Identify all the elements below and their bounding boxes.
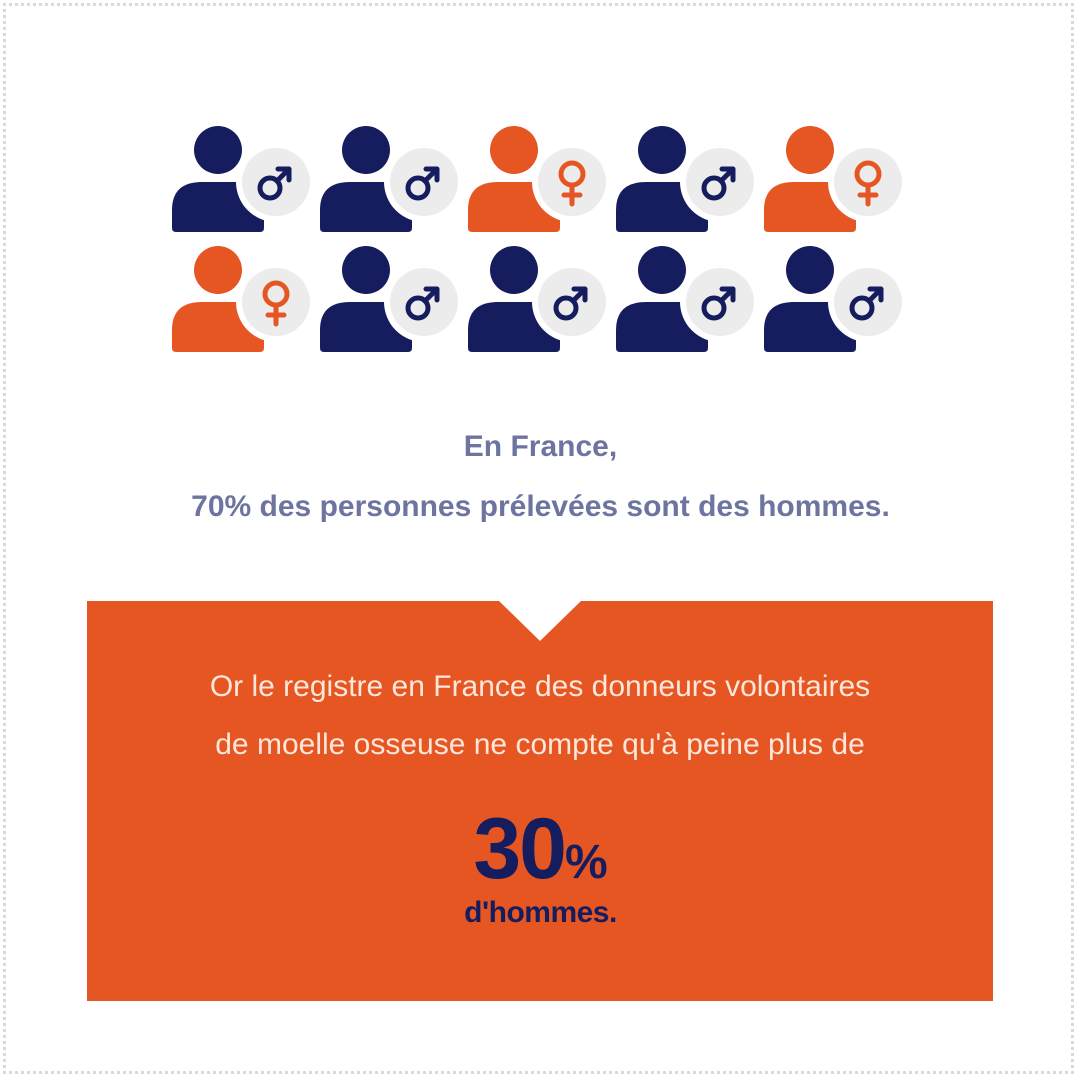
stat-unit: % [564, 836, 608, 889]
male-person-icon [172, 124, 316, 236]
female-symbol-icon [558, 160, 586, 207]
male-symbol-icon [257, 166, 292, 201]
callout-line-1: Or le registre en France des donneurs vo… [209, 670, 871, 703]
stat-number: 30 [473, 801, 567, 897]
male-person-icon [320, 244, 464, 356]
callout-notch [499, 601, 581, 641]
female-symbol-icon [262, 280, 290, 327]
female-person-icon [172, 244, 316, 356]
female-person-icon [764, 124, 908, 236]
female-symbol-icon [854, 160, 882, 207]
people-icon-grid [172, 124, 912, 356]
male-symbol-icon [405, 166, 440, 201]
male-person-icon [616, 124, 760, 236]
callout-line-2: de moelle osseuse ne compte qu'à peine p… [215, 728, 865, 761]
intro-line-1: En France, [463, 430, 618, 463]
dotted-border [3, 3, 1074, 1074]
stat-value: 30% [0, 800, 1081, 899]
male-person-icon [468, 244, 612, 356]
male-symbol-icon [405, 286, 440, 321]
male-person-icon [764, 244, 908, 356]
intro-line-2: 70% des personnes prélevées sont des hom… [191, 490, 890, 523]
female-person-icon [468, 124, 612, 236]
callout-box [87, 601, 993, 1001]
male-symbol-icon [701, 166, 736, 201]
stat-caption: d'hommes. [464, 896, 617, 929]
male-symbol-icon [701, 286, 736, 321]
male-symbol-icon [849, 286, 884, 321]
male-symbol-icon [553, 286, 588, 321]
male-person-icon [320, 124, 464, 236]
male-person-icon [616, 244, 760, 356]
